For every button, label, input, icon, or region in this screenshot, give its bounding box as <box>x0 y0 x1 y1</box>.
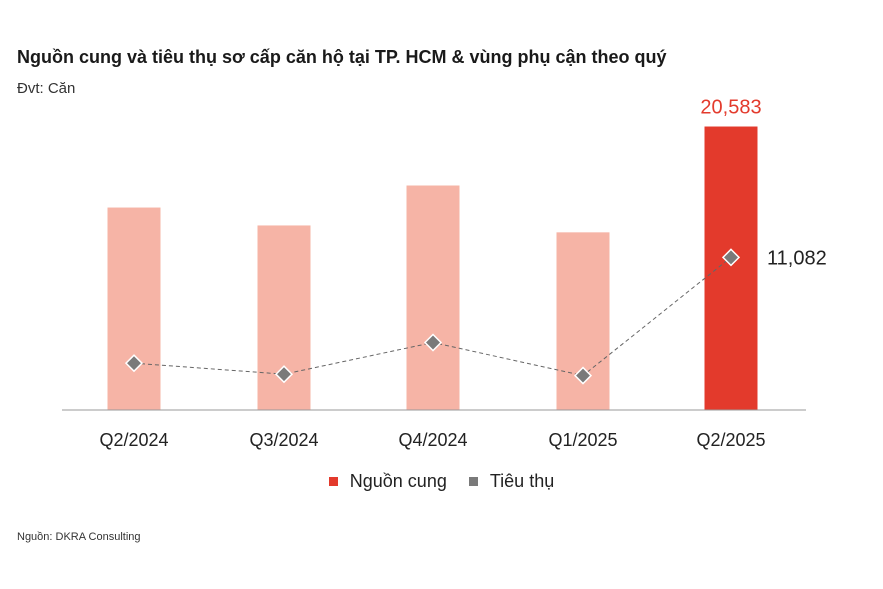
x-tick-label: Q4/2024 <box>398 430 467 450</box>
consumption-marker <box>721 248 741 267</box>
unit-label: Đvt: Căn <box>17 80 76 97</box>
source-note: Nguồn: DKRA Consulting <box>17 531 141 543</box>
consumption-marker <box>274 365 294 384</box>
legend-swatch-supply <box>328 477 338 486</box>
supply-bar-q2-2024 <box>107 207 161 410</box>
supply-bar-q2-2025 <box>704 126 758 410</box>
legend-item-consumption: Tiêu thụ <box>468 471 555 492</box>
x-tick-label: Q2/2025 <box>696 430 765 450</box>
legend-label-supply: Nguồn cung <box>349 471 447 491</box>
supply-bar-q4-2024 <box>406 185 460 410</box>
legend-item-supply: Nguồn cung <box>328 471 447 492</box>
legend-label-consumption: Tiêu thụ <box>489 471 555 491</box>
legend-swatch-consumption <box>468 477 478 486</box>
consumption-marker <box>423 333 443 352</box>
x-tick-label: Q1/2025 <box>548 430 617 450</box>
supply-value-label: 20,583 <box>700 97 761 119</box>
consumption-marker <box>124 354 144 373</box>
legend: Nguồn cung Tiêu thụ <box>0 471 883 492</box>
chart-title: Nguồn cung và tiêu thụ sơ cấp căn hộ tại… <box>17 47 667 67</box>
x-tick-label: Q3/2024 <box>249 430 318 450</box>
consumption-marker <box>573 366 593 385</box>
consumption-value-label: 11,082 <box>767 247 827 269</box>
x-tick-label: Q2/2024 <box>99 430 168 450</box>
